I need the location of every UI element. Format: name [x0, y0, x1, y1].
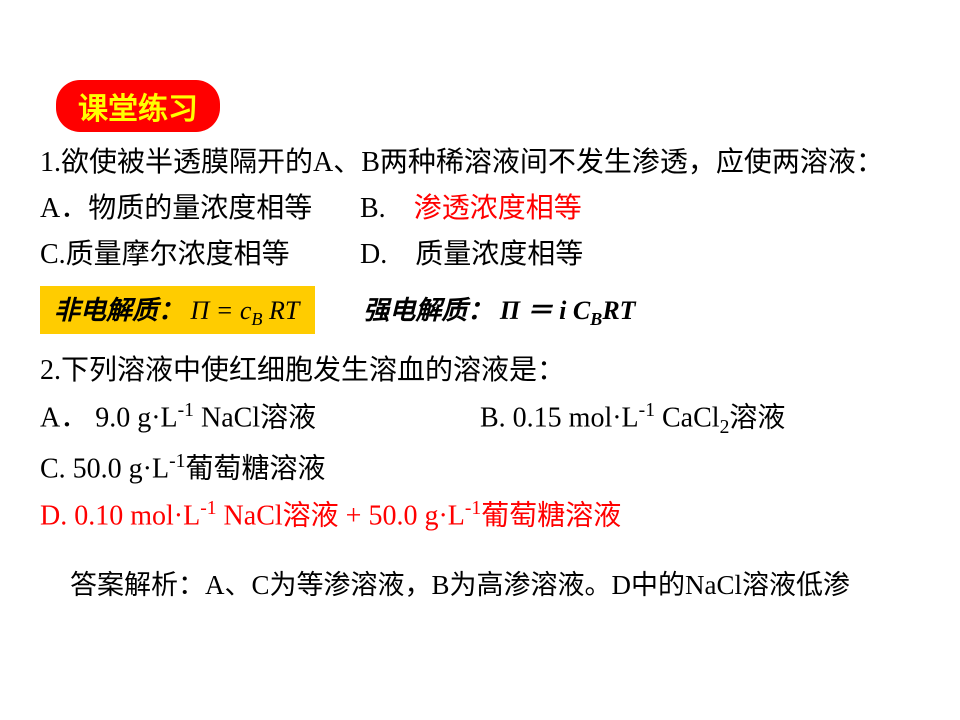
q1-option-d-label: D.	[360, 239, 387, 270]
q2-option-b: B. 0.15 mol·L-1 CaCl2溶液	[480, 396, 920, 442]
sup-neg1-icon: -1	[169, 451, 185, 472]
sup-neg1-icon: -1	[200, 498, 216, 519]
q1-option-c: C.质量摩尔浓度相等	[40, 234, 360, 276]
q2-c-pre: C. 50.0 g·L	[40, 453, 169, 484]
strong-electrolyte-label: 强电解质：	[363, 296, 493, 325]
slide-page: 课堂练习 1.欲使被半透膜隔开的A、B两种稀溶液间不发生渗透，应使两溶液： A．…	[0, 0, 960, 627]
sup-neg1-icon: -1	[465, 498, 481, 519]
q2-d-pre: D. 0.10 mol·L	[40, 500, 200, 531]
lesson-title-badge: 课堂练习	[56, 80, 220, 132]
non-electrolyte-label: 非电解质：	[54, 296, 184, 325]
q1-option-b-text: 渗透浓度相等	[414, 193, 582, 224]
q2-c-post: 葡萄糖溶液	[185, 453, 325, 484]
sup-neg1-icon: -1	[178, 400, 194, 421]
q1-row-ab: A．物质的量浓度相等 B. 渗透浓度相等	[40, 188, 920, 230]
q2-a-post: NaCl溶液	[194, 403, 316, 434]
q2-option-d: D. 0.10 mol·L-1 NaCl溶液 + 50.0 g·L-1葡萄糖溶液	[40, 494, 920, 537]
strong-electrolyte-formula: 强电解质： Π ＝ i CBRT	[363, 290, 635, 330]
q2-stem: 2.下列溶液中使红细胞发生溶血的溶液是：	[40, 350, 920, 392]
q1-option-b-label: B.	[360, 193, 386, 224]
q2-d-mid: NaCl溶液 + 50.0 g·L	[217, 500, 465, 531]
q1-option-b: B. 渗透浓度相等	[360, 188, 920, 230]
q2-option-c: C. 50.0 g·L-1葡萄糖溶液	[40, 447, 920, 490]
sup-neg1-icon: -1	[639, 400, 655, 421]
q2-a-pre: A． 9.0 g·L	[40, 403, 178, 434]
sub-2-icon: 2	[720, 417, 730, 438]
strong-electrolyte-equation: Π ＝ i CBRT	[500, 296, 636, 325]
q2-row-ab: A． 9.0 g·L-1 NaCl溶液 B. 0.15 mol·L-1 CaCl…	[40, 396, 920, 442]
q2-b-pre: B. 0.15 mol·L	[480, 403, 639, 434]
non-electrolyte-equation: Π = cB RT	[191, 296, 300, 325]
q1-option-d: D. 质量浓度相等	[360, 234, 920, 276]
q1-option-d-text: 质量浓度相等	[415, 239, 583, 270]
formula-row: 非电解质： Π = cB RT 强电解质： Π ＝ i CBRT	[40, 286, 920, 334]
answer-analysis: 答案解析：A、C为等渗溶液，B为高渗溶液。D中的NaCl溶液低渗	[70, 565, 880, 607]
q2-b-post: 溶液	[729, 403, 785, 434]
q2-b-mid: CaCl	[655, 403, 720, 434]
q1-stem: 1.欲使被半透膜隔开的A、B两种稀溶液间不发生渗透，应使两溶液：	[40, 142, 920, 184]
q2-d-post: 葡萄糖溶液	[481, 500, 621, 531]
non-electrolyte-formula: 非电解质： Π = cB RT	[40, 286, 315, 334]
q2-option-a: A． 9.0 g·L-1 NaCl溶液	[40, 396, 480, 442]
q1-option-a: A．物质的量浓度相等	[40, 188, 360, 230]
q1-row-cd: C.质量摩尔浓度相等 D. 质量浓度相等	[40, 234, 920, 276]
